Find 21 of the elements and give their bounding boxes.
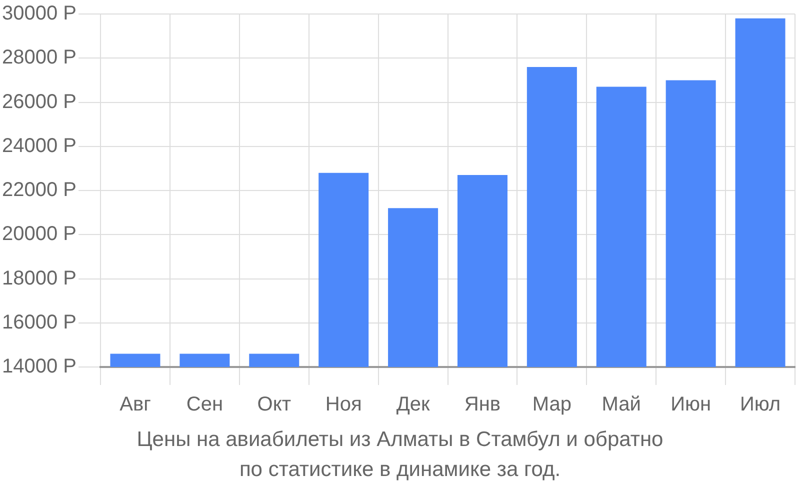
x-tick-label: Сен [186,394,223,416]
text: по статистике в динамике за год. [238,457,562,483]
y-tick-label: 24000 Р [2,134,77,157]
y-tick-label: 30000 Р [2,2,77,25]
x-tick-label: Мар [532,394,572,416]
x-tick-label: Янв [464,394,501,416]
y-tick-label: 22000 Р [2,179,77,202]
y-tick-label: 26000 Р [2,90,77,113]
y-tick-label: 14000 Р [2,356,77,378]
x-tick-label: Дек [396,394,430,416]
x-tick-label: Окт [257,394,291,416]
x-tick-label: Июл [740,394,781,416]
text: Цены на авиабилеты из Алматы в Стамбул и обратно [136,427,664,453]
y-tick-label: 18000 Р [2,267,77,290]
y-tick-label: 16000 Р [2,311,77,334]
x-tick-label: Май [602,394,641,416]
x-tick-label: Авг [120,394,151,416]
x-tick-label: Июн [670,394,712,416]
y-tick-label: 20000 Р [2,223,77,246]
x-tick-label: Ноя [325,394,362,416]
y-tick-label: 28000 Р [2,46,77,69]
